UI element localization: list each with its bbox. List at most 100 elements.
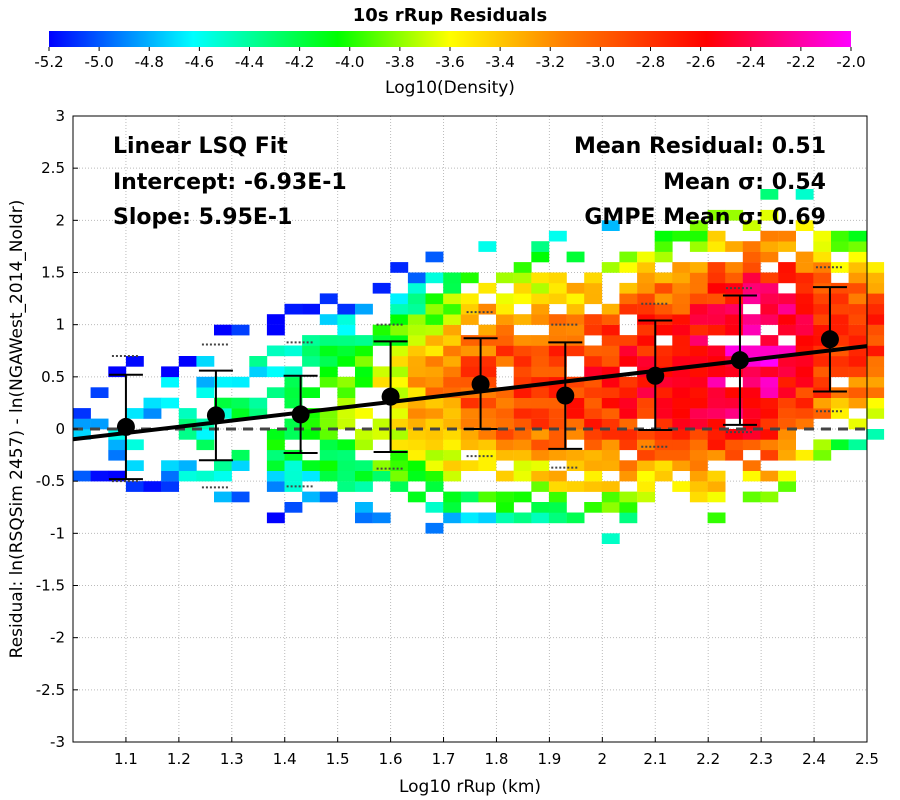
density-cell	[742, 324, 761, 336]
density-cell	[407, 335, 426, 346]
density-cell	[319, 439, 338, 451]
density-cell	[778, 262, 796, 273]
density-cell	[425, 251, 444, 263]
density-cell	[637, 356, 655, 367]
density-cell	[390, 439, 409, 451]
density-cell	[601, 220, 620, 231]
density-cell	[284, 449, 303, 461]
density-cell	[742, 408, 761, 419]
density-cell	[319, 491, 338, 503]
density-cell	[795, 314, 814, 325]
density-cell	[337, 324, 356, 336]
density-cell	[584, 449, 603, 461]
density-cell	[689, 282, 708, 294]
density-cell	[672, 282, 691, 294]
density-cell	[707, 356, 726, 367]
density-cell	[637, 303, 655, 315]
density-cell	[619, 491, 638, 503]
density-cell	[584, 397, 603, 409]
density-cell	[284, 345, 303, 357]
colorbar-tick-label: -5.2	[34, 53, 63, 71]
x-tick-label: 1.2	[167, 750, 191, 768]
density-cell	[531, 303, 550, 315]
density-cell	[584, 439, 603, 451]
colorbar-tick-label: -4.8	[135, 53, 164, 71]
x-tick-label: 2.3	[749, 750, 773, 768]
density-cell	[795, 324, 814, 336]
density-cell	[760, 335, 779, 346]
density-cell	[531, 387, 550, 398]
density-cell	[531, 470, 550, 482]
density-cell	[407, 429, 426, 440]
density-cell	[742, 293, 761, 305]
density-cell	[566, 282, 585, 294]
x-axis-label: Log10 rRup (km)	[399, 777, 541, 797]
density-cell	[513, 397, 532, 409]
density-cell	[284, 429, 303, 440]
density-cell	[513, 345, 532, 357]
density-cell	[531, 449, 550, 461]
density-cell	[707, 209, 726, 221]
density-cell	[319, 335, 338, 346]
density-cell	[778, 324, 796, 336]
density-cell	[125, 439, 144, 451]
density-cell	[337, 345, 356, 357]
density-cell	[795, 366, 814, 378]
density-cell	[848, 293, 867, 305]
density-cell	[460, 512, 479, 524]
density-cell	[266, 345, 285, 357]
mean-residual-annotation: Mean Residual: 0.51	[574, 134, 826, 159]
density-cell	[284, 397, 303, 409]
density-cell	[460, 366, 479, 378]
density-cell	[584, 408, 603, 419]
density-cell	[478, 335, 497, 346]
density-cell	[707, 366, 726, 378]
density-cell	[584, 502, 603, 513]
density-cell	[108, 449, 127, 461]
density-cell	[390, 408, 409, 419]
density-cell	[496, 397, 514, 409]
density-cell	[196, 429, 215, 440]
density-cell	[831, 314, 849, 325]
density-cell	[637, 293, 655, 305]
colorbar-ticks: -5.2 -5.0 -4.8 -4.6 -4.4 -4.2 -4.0 -3.8 -3.6 -3.4…	[34, 47, 866, 71]
density-cell	[390, 314, 409, 325]
density-cell	[319, 293, 338, 305]
density-cell	[831, 439, 849, 451]
density-cell	[390, 470, 409, 482]
density-cell	[795, 293, 814, 305]
density-cell	[689, 460, 708, 471]
density-cell	[108, 439, 127, 451]
density-cell	[637, 460, 655, 471]
density-cell	[407, 470, 426, 482]
density-cell	[760, 345, 779, 357]
density-cell	[284, 481, 303, 492]
density-cell	[266, 512, 285, 524]
y-tick-label: 3	[55, 107, 65, 125]
density-cell	[637, 449, 655, 461]
density-cell	[760, 272, 779, 284]
x-tick-label: 1.4	[273, 750, 297, 768]
density-cell	[319, 418, 338, 430]
density-cell	[742, 470, 761, 482]
x-tick-label: 2	[598, 750, 608, 768]
density-cell	[513, 356, 532, 367]
density-cell	[707, 241, 726, 252]
density-cell	[548, 418, 567, 430]
x-tick-label: 1.1	[114, 750, 138, 768]
density-cell	[566, 345, 585, 357]
density-cell	[742, 397, 761, 409]
density-cell	[654, 408, 673, 419]
density-cell	[460, 335, 479, 346]
density-cell	[584, 272, 603, 284]
density-cell	[496, 356, 514, 367]
density-cell	[319, 314, 338, 325]
density-cell	[337, 356, 356, 367]
density-cell	[672, 345, 691, 357]
density-cell	[355, 408, 373, 419]
density-cell	[795, 335, 814, 346]
density-cell	[601, 460, 620, 471]
density-cell	[725, 314, 744, 325]
density-cell	[460, 314, 479, 325]
density-cell	[531, 429, 550, 440]
